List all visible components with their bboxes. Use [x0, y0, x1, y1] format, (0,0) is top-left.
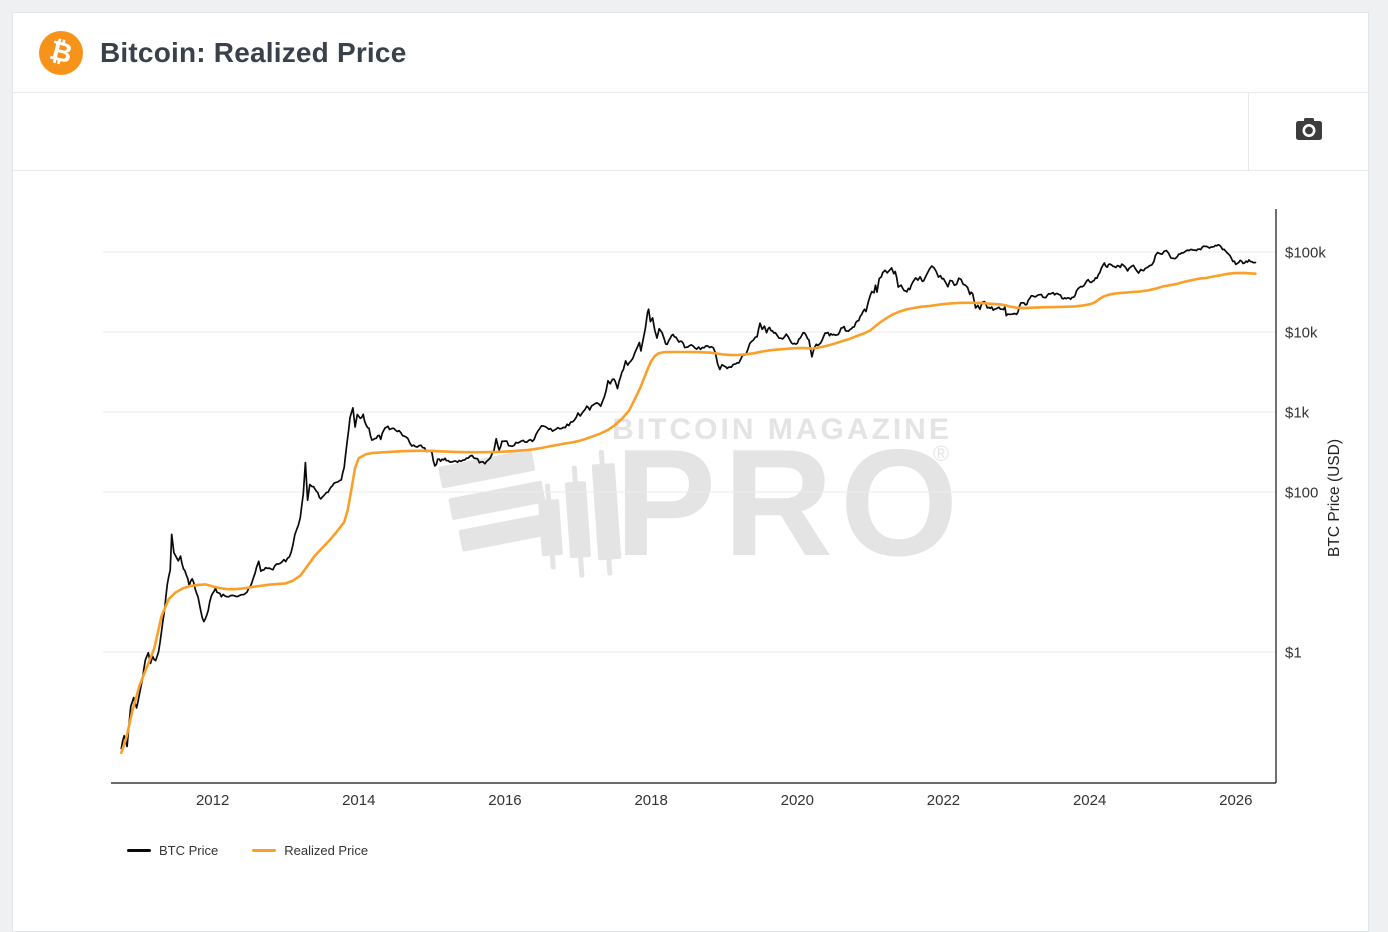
legend: BTC Price Realized Price — [127, 843, 368, 858]
watermark-pro: PRO — [615, 418, 965, 588]
x-tick-label: 2022 — [927, 792, 960, 809]
x-tick-label: 2020 — [781, 792, 814, 809]
legend-swatch-realized-price — [252, 849, 277, 852]
legend-swatch-btc-price — [127, 849, 151, 852]
y-tick-label: $1 — [1285, 645, 1302, 662]
page: ₿ Bitcoin: Realized Price — [12, 12, 1369, 932]
tick-labels: $100k $10k $1k $100 $1 2012 2014 2016 2018 2020 20… — [196, 245, 1326, 810]
y-axis-title: BTC Price (USD) — [1326, 439, 1343, 557]
bitcoin-symbol: ₿ — [46, 34, 76, 70]
legend-item-realized-price[interactable]: Realized Price — [252, 843, 368, 858]
series-group — [120, 243, 1257, 755]
watermark: BITCOIN MAGAZINE PRO ® — [438, 413, 965, 588]
x-tick-label: 2016 — [488, 792, 521, 809]
axis-lines — [111, 209, 1277, 784]
y-tick-label: $100 — [1285, 485, 1318, 502]
realized-price-line — [120, 271, 1257, 755]
watermark-registered: ® — [933, 441, 949, 466]
chart-card: ₿ Bitcoin: Realized Price — [12, 12, 1369, 932]
gridlines — [103, 251, 1276, 653]
bitcoin-logo-icon: ₿ — [39, 30, 83, 75]
chart-header: ₿ Bitcoin: Realized Price — [13, 13, 1368, 93]
y-tick-label: $10k — [1285, 325, 1318, 342]
x-tick-label: 2012 — [196, 792, 229, 809]
legend-label-btc-price: BTC Price — [159, 843, 219, 858]
x-tick-label: 2018 — [634, 792, 667, 809]
camera-icon — [1294, 117, 1324, 146]
y-tick-label: $1k — [1285, 405, 1310, 422]
legend-label-realized-price: Realized Price — [284, 843, 369, 858]
legend-item-btc-price[interactable]: BTC Price — [127, 843, 218, 858]
watermark-title: BITCOIN MAGAZINE — [612, 413, 952, 446]
screenshot-button[interactable] — [1248, 93, 1368, 170]
btc-price-line — [120, 243, 1257, 750]
x-tick-label: 2014 — [342, 792, 375, 809]
toolbar — [13, 93, 1368, 171]
watermark-logo-icon — [438, 449, 622, 578]
y-tick-label: $100k — [1285, 245, 1326, 262]
page-title: Bitcoin: Realized Price — [100, 36, 407, 68]
x-tick-label: 2024 — [1073, 792, 1106, 809]
price-chart[interactable]: BITCOIN MAGAZINE PRO ® $100k$10k$1k$100$… — [13, 171, 1370, 871]
chart-area[interactable]: BITCOIN MAGAZINE PRO ® $100k $10k $1k $100 $… — [13, 171, 1368, 871]
x-tick-label: 2026 — [1219, 792, 1252, 809]
